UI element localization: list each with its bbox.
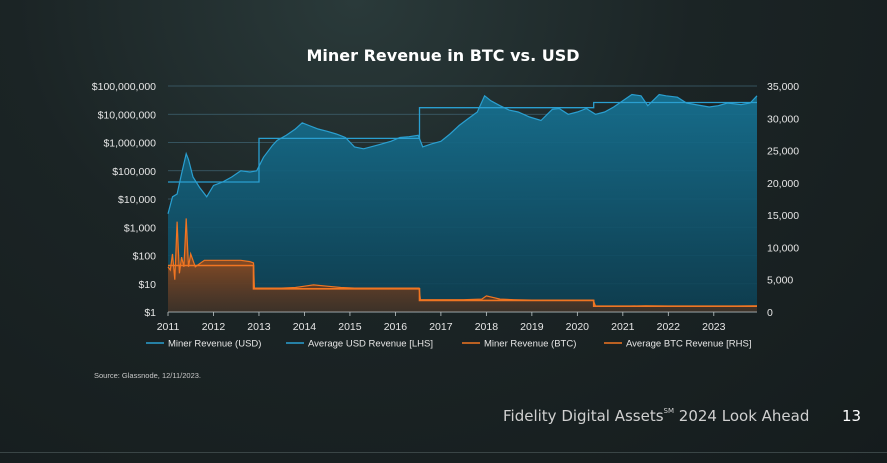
chart-title: Miner Revenue in BTC vs. USD: [306, 46, 579, 65]
y-axis-right: 35,000 30,000 25,000 20,000 15,000 10,000 5,00…: [767, 81, 799, 319]
y-left-tick-label: $10: [138, 279, 156, 291]
legend-label: Miner Revenue (USD): [168, 339, 261, 350]
y-left-tick-label: $10,000: [118, 194, 156, 206]
x-tick-label: 2020: [566, 321, 590, 333]
y-right-tick-label: 5,000: [767, 275, 793, 287]
legend-label: Miner Revenue (BTC): [484, 339, 576, 350]
y-right-tick-label: 25,000: [767, 146, 799, 158]
y-left-tick-label: $100,000,000: [92, 81, 156, 93]
footer-suffix: 2024 Look Ahead: [674, 407, 810, 425]
legend: Miner Revenue (USD) Average USD Revenue […: [146, 339, 752, 350]
y-left-tick-label: $100: [133, 251, 157, 263]
avg-btc-revenue-line: [168, 264, 757, 307]
y-left-tick-label: $1,000: [124, 222, 156, 234]
page-number: 13: [842, 407, 862, 425]
x-tick-label: 2019: [520, 321, 544, 333]
x-tick-label: 2014: [293, 321, 317, 333]
y-left-tick-label: $1,000,000: [103, 138, 156, 150]
y-right-tick-label: 15,000: [767, 210, 799, 222]
bottom-divider: [0, 452, 887, 453]
x-tick-label: 2016: [384, 321, 408, 333]
y-left-tick-label: $10,000,000: [98, 109, 157, 121]
x-tick-label: 2021: [611, 321, 635, 333]
service-mark: SM: [663, 407, 675, 415]
usd-revenue-line: [167, 93, 758, 214]
x-tick-label: 2023: [702, 321, 726, 333]
series-lines: [167, 93, 758, 307]
x-tick-label: 2022: [657, 321, 681, 333]
x-tick-label: 2013: [247, 321, 271, 333]
x-tick-label: 2015: [338, 321, 362, 333]
x-tick-label: 2018: [475, 321, 499, 333]
y-axis-left: $100,000,000 $10,000,000 $1,000,000 $100,00…: [92, 81, 156, 319]
y-right-tick-label: 0: [767, 307, 773, 319]
area-fills: [168, 94, 757, 312]
y-left-tick-label: $100,000: [112, 166, 156, 178]
x-tick-label: 2012: [202, 321, 226, 333]
x-axis: 2011 2012 2013 2014 2015 2016 2017 2018 2019 2020…: [157, 311, 757, 333]
y-right-tick-label: 30,000: [767, 113, 799, 125]
y-left-tick-label: $1: [144, 307, 156, 319]
legend-label: Average USD Revenue [LHS]: [308, 339, 433, 350]
footer-brand: Fidelity Digital AssetsSM 2024 Look Ahea…: [503, 407, 809, 425]
y-right-tick-label: 10,000: [767, 242, 799, 254]
footer-brand-name: Fidelity Digital Assets: [503, 407, 664, 425]
legend-label: Average BTC Revenue [RHS]: [626, 339, 752, 350]
x-tick-label: 2011: [157, 321, 180, 333]
y-right-tick-label: 35,000: [767, 81, 799, 93]
y-right-tick-label: 20,000: [767, 178, 799, 190]
x-tick-label: 2017: [429, 321, 453, 333]
usd-revenue-area: [168, 94, 757, 312]
source-note: Source: Glassnode, 12/11/2023.: [94, 371, 202, 380]
